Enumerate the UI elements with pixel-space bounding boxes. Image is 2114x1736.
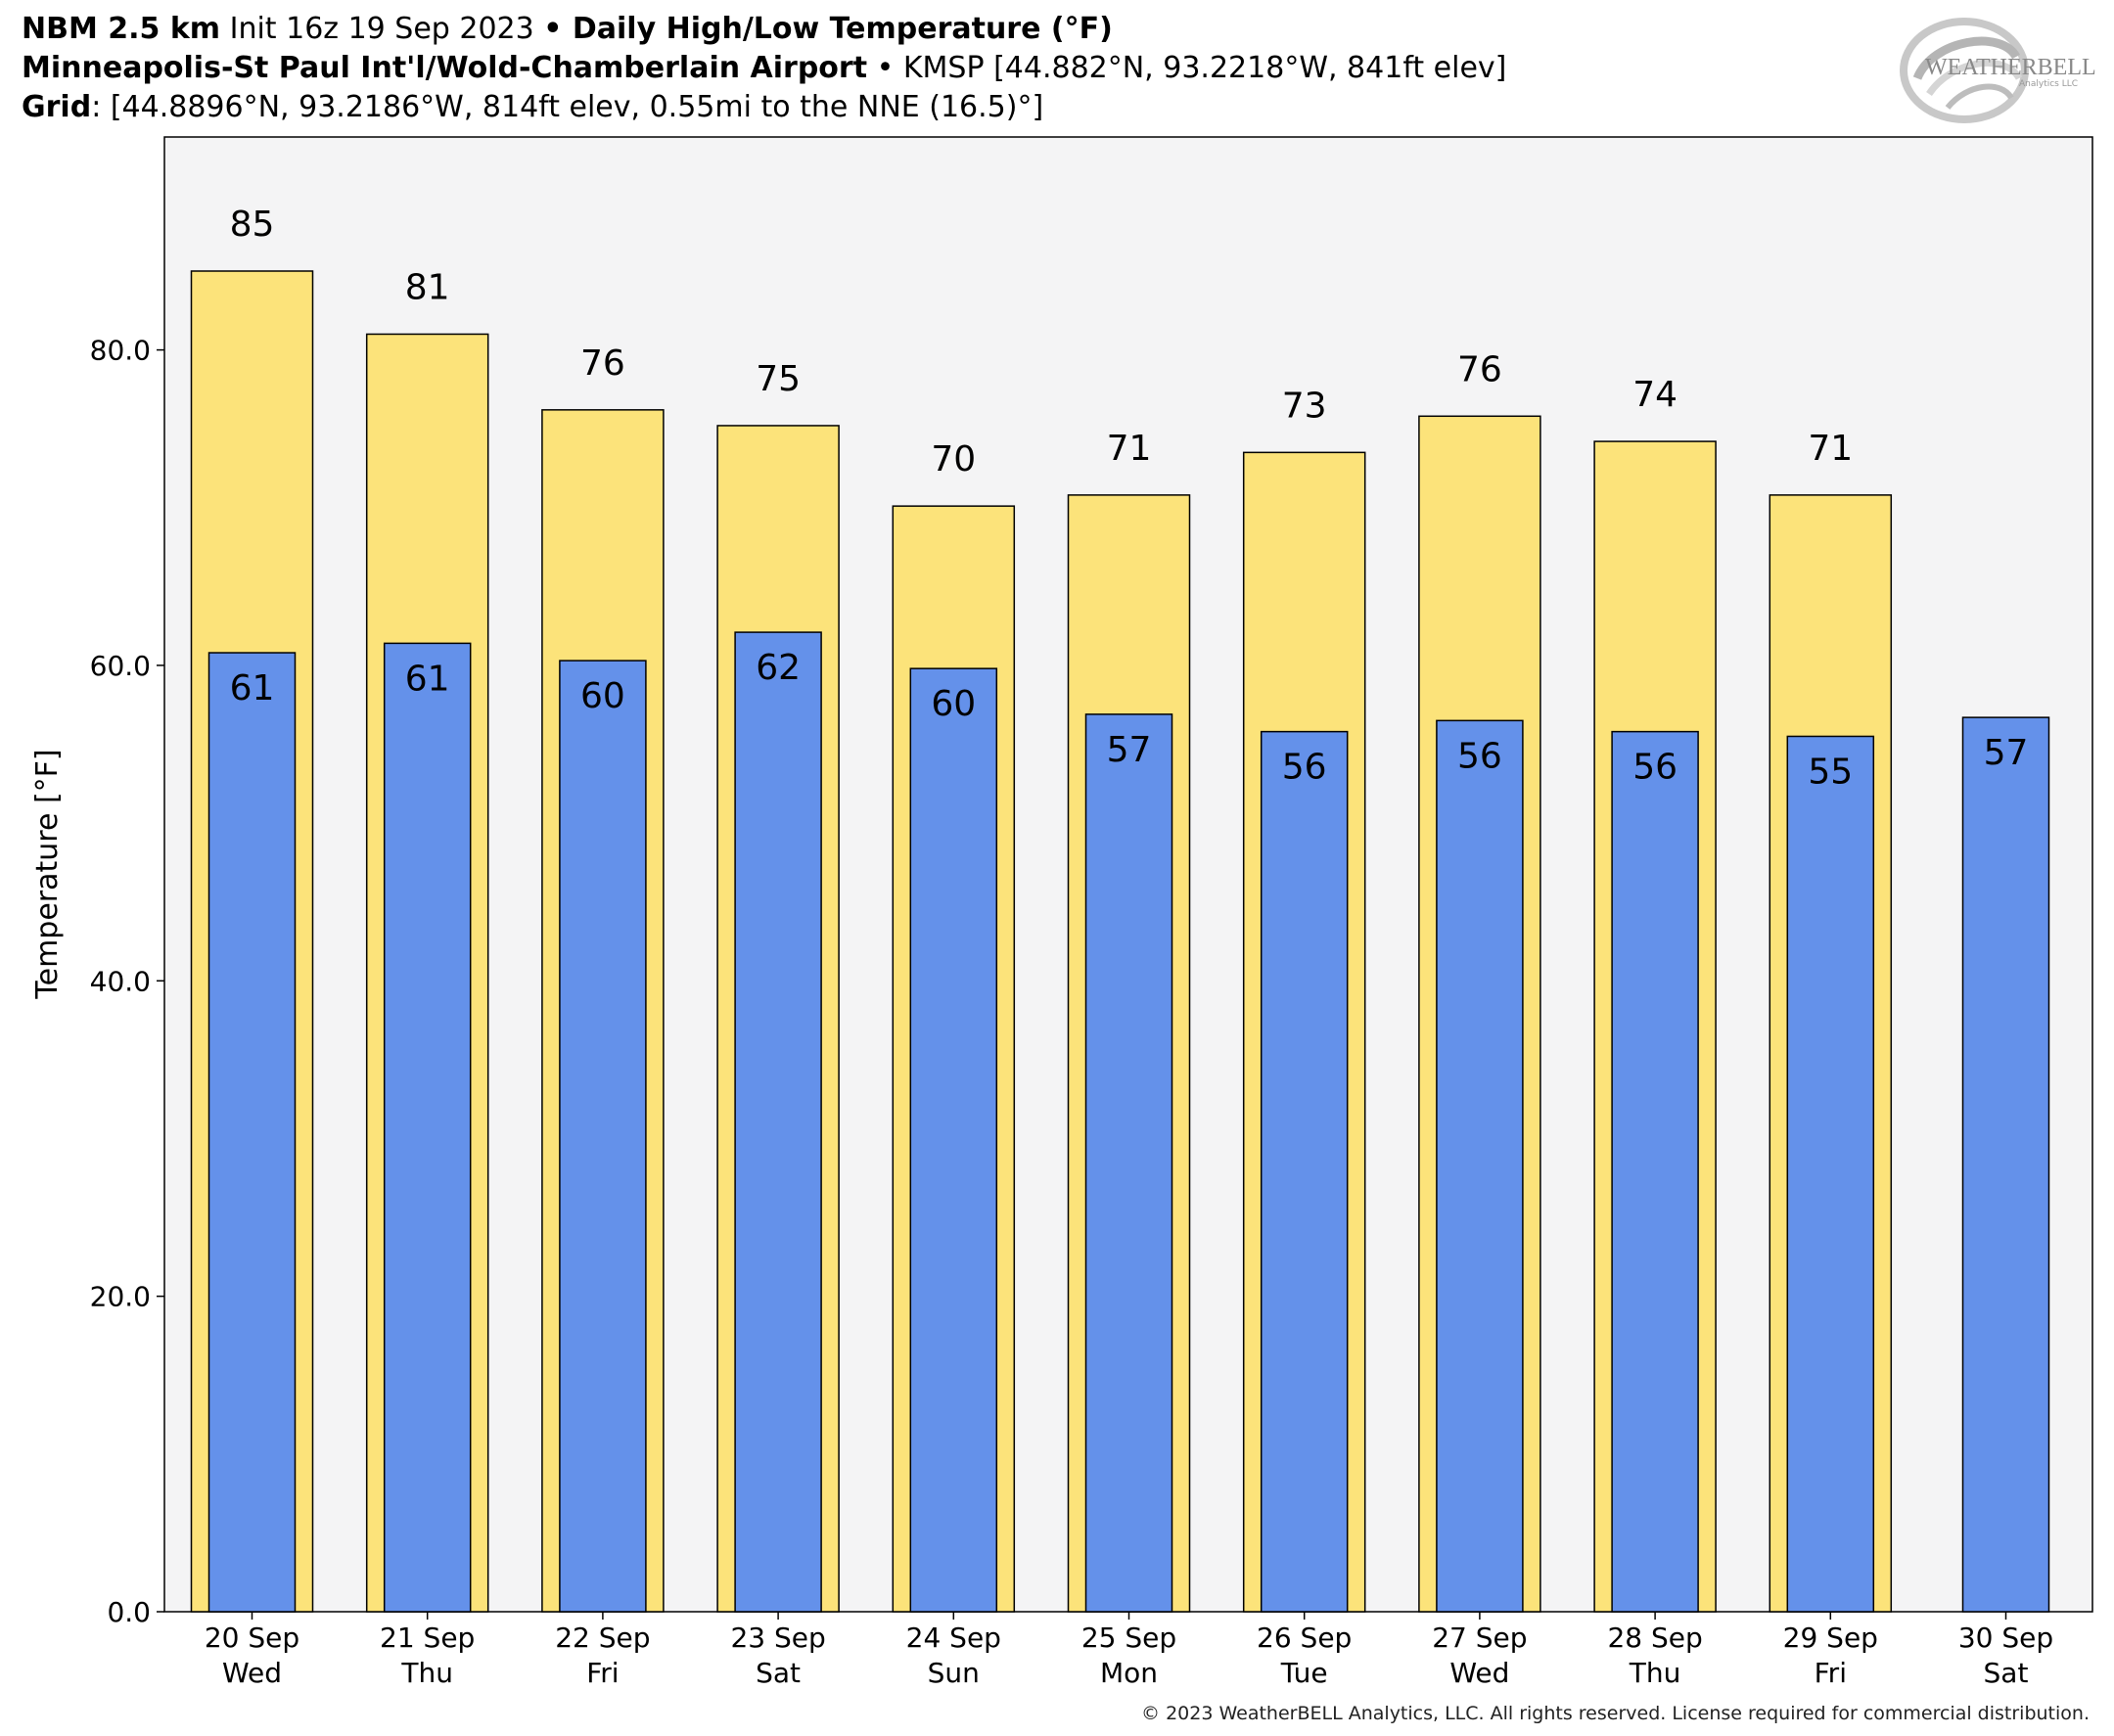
weatherbell-logo: WEATHERBELL Analytics LLC	[1900, 18, 2096, 123]
low-value-label: 60	[931, 684, 976, 724]
high-value-label: 75	[756, 359, 801, 399]
high-value-label: 71	[1808, 429, 1853, 469]
x-tick-label-weekday: Fri	[1815, 1657, 1847, 1689]
x-tick-label-date: 20 Sep	[205, 1622, 299, 1654]
low-value-label: 61	[405, 659, 450, 699]
x-tick-label-weekday: Thu	[400, 1657, 453, 1689]
x-tick-label-date: 22 Sep	[555, 1622, 650, 1654]
low-bar	[1084, 713, 1173, 1613]
high-value-label: 81	[405, 267, 450, 307]
model-name: NBM 2.5 km	[22, 12, 221, 46]
y-tick-label: 60.0	[90, 650, 151, 682]
y-tick-label: 40.0	[90, 965, 151, 997]
low-value-label: 62	[756, 648, 801, 688]
svg-text:Analytics LLC: Analytics LLC	[2019, 79, 2078, 89]
station-name: Minneapolis-St Paul Int'l/Wold-Chamberla…	[22, 51, 868, 85]
x-tick-label-date: 26 Sep	[1257, 1622, 1352, 1654]
x-tick-label-weekday: Sun	[928, 1657, 980, 1689]
x-tick-label-weekday: Tue	[1280, 1657, 1328, 1689]
low-value-label: 56	[1632, 748, 1677, 788]
copyright-notice: © 2023 WeatherBELL Analytics, LLC. All r…	[1141, 1703, 2090, 1724]
x-tick-label-date: 25 Sep	[1081, 1622, 1176, 1654]
x-tick-label-date: 27 Sep	[1432, 1622, 1527, 1654]
separator-dot: •	[543, 12, 563, 46]
x-tick-label-date: 23 Sep	[730, 1622, 825, 1654]
low-bar	[909, 667, 998, 1613]
x-tick-label-weekday: Wed	[222, 1657, 282, 1689]
low-bar	[1961, 716, 2050, 1613]
low-value-label: 56	[1457, 736, 1502, 776]
x-tick-label-date: 29 Sep	[1783, 1622, 1878, 1654]
grid-label: Grid	[22, 90, 92, 124]
high-value-label: 85	[230, 205, 275, 245]
header-line-3: Grid: [44.8896°N, 93.2186°W, 814ft elev,…	[22, 88, 1506, 127]
low-value-label: 57	[1984, 733, 2029, 773]
low-bar	[1611, 730, 1699, 1613]
low-bar	[1260, 730, 1349, 1613]
x-tick-label-date: 30 Sep	[1958, 1622, 2053, 1654]
chart-header: NBM 2.5 km Init 16z 19 Sep 2023 • Daily …	[22, 10, 1506, 127]
x-tick-label-weekday: Mon	[1100, 1657, 1158, 1689]
separator-dot: •	[867, 51, 903, 85]
high-value-label: 76	[580, 343, 625, 384]
low-value-label: 56	[1282, 748, 1327, 788]
svg-text:WEATHERBELL: WEATHERBELL	[1925, 55, 2096, 80]
x-tick-label-date: 28 Sep	[1607, 1622, 1702, 1654]
data-labels: 85 61 81 61 76 60 75 62 70 60 71 57 73 56 76 56 74 56 71 55…	[230, 205, 2029, 792]
y-tick-label: 0.0	[107, 1596, 151, 1628]
low-value-label: 55	[1808, 752, 1853, 792]
low-bar	[734, 631, 822, 1613]
y-tick-label: 20.0	[90, 1281, 151, 1313]
low-value-label: 60	[580, 676, 625, 716]
y-axis-title: Temperature [°F]	[30, 749, 65, 999]
station-meta: KMSP [44.882°N, 93.2218°W, 841ft elev]	[902, 51, 1507, 85]
x-tick-label-weekday: Sat	[756, 1657, 801, 1689]
y-tick-label: 80.0	[90, 335, 151, 367]
init-time: Init 16z 19 Sep 2023	[220, 12, 544, 46]
high-value-label: 74	[1632, 375, 1677, 415]
high-value-label: 71	[1107, 429, 1152, 469]
x-tick-label-weekday: Sat	[1984, 1657, 2029, 1689]
low-bar	[1786, 735, 1875, 1613]
high-value-label: 70	[931, 439, 976, 480]
low-bar	[1436, 719, 1524, 1613]
x-tick-label-weekday: Fri	[586, 1657, 619, 1689]
low-bar	[559, 660, 647, 1613]
x-tick-label-date: 24 Sep	[906, 1622, 1001, 1654]
x-tick-label-weekday: Thu	[1629, 1657, 1681, 1689]
header-line-1: NBM 2.5 km Init 16z 19 Sep 2023 • Daily …	[22, 10, 1506, 49]
low-bar	[383, 642, 472, 1613]
low-value-label: 57	[1107, 730, 1152, 770]
x-tick-label-weekday: Wed	[1449, 1657, 1509, 1689]
low-bars	[207, 631, 2050, 1613]
header-line-2: Minneapolis-St Paul Int'l/Wold-Chamberla…	[22, 49, 1506, 88]
product-title: Daily High/Low Temperature (°F)	[562, 12, 1113, 46]
high-value-label: 76	[1457, 349, 1502, 389]
low-value-label: 61	[230, 668, 275, 708]
low-bar	[207, 652, 297, 1613]
grid-meta: : [44.8896°N, 93.2186°W, 814ft elev, 0.5…	[91, 90, 1044, 124]
y-axis: 0.0 20.0 40.0 60.0 80.0	[90, 335, 164, 1628]
high-value-label: 73	[1282, 386, 1327, 426]
x-tick-label-date: 21 Sep	[380, 1622, 475, 1654]
